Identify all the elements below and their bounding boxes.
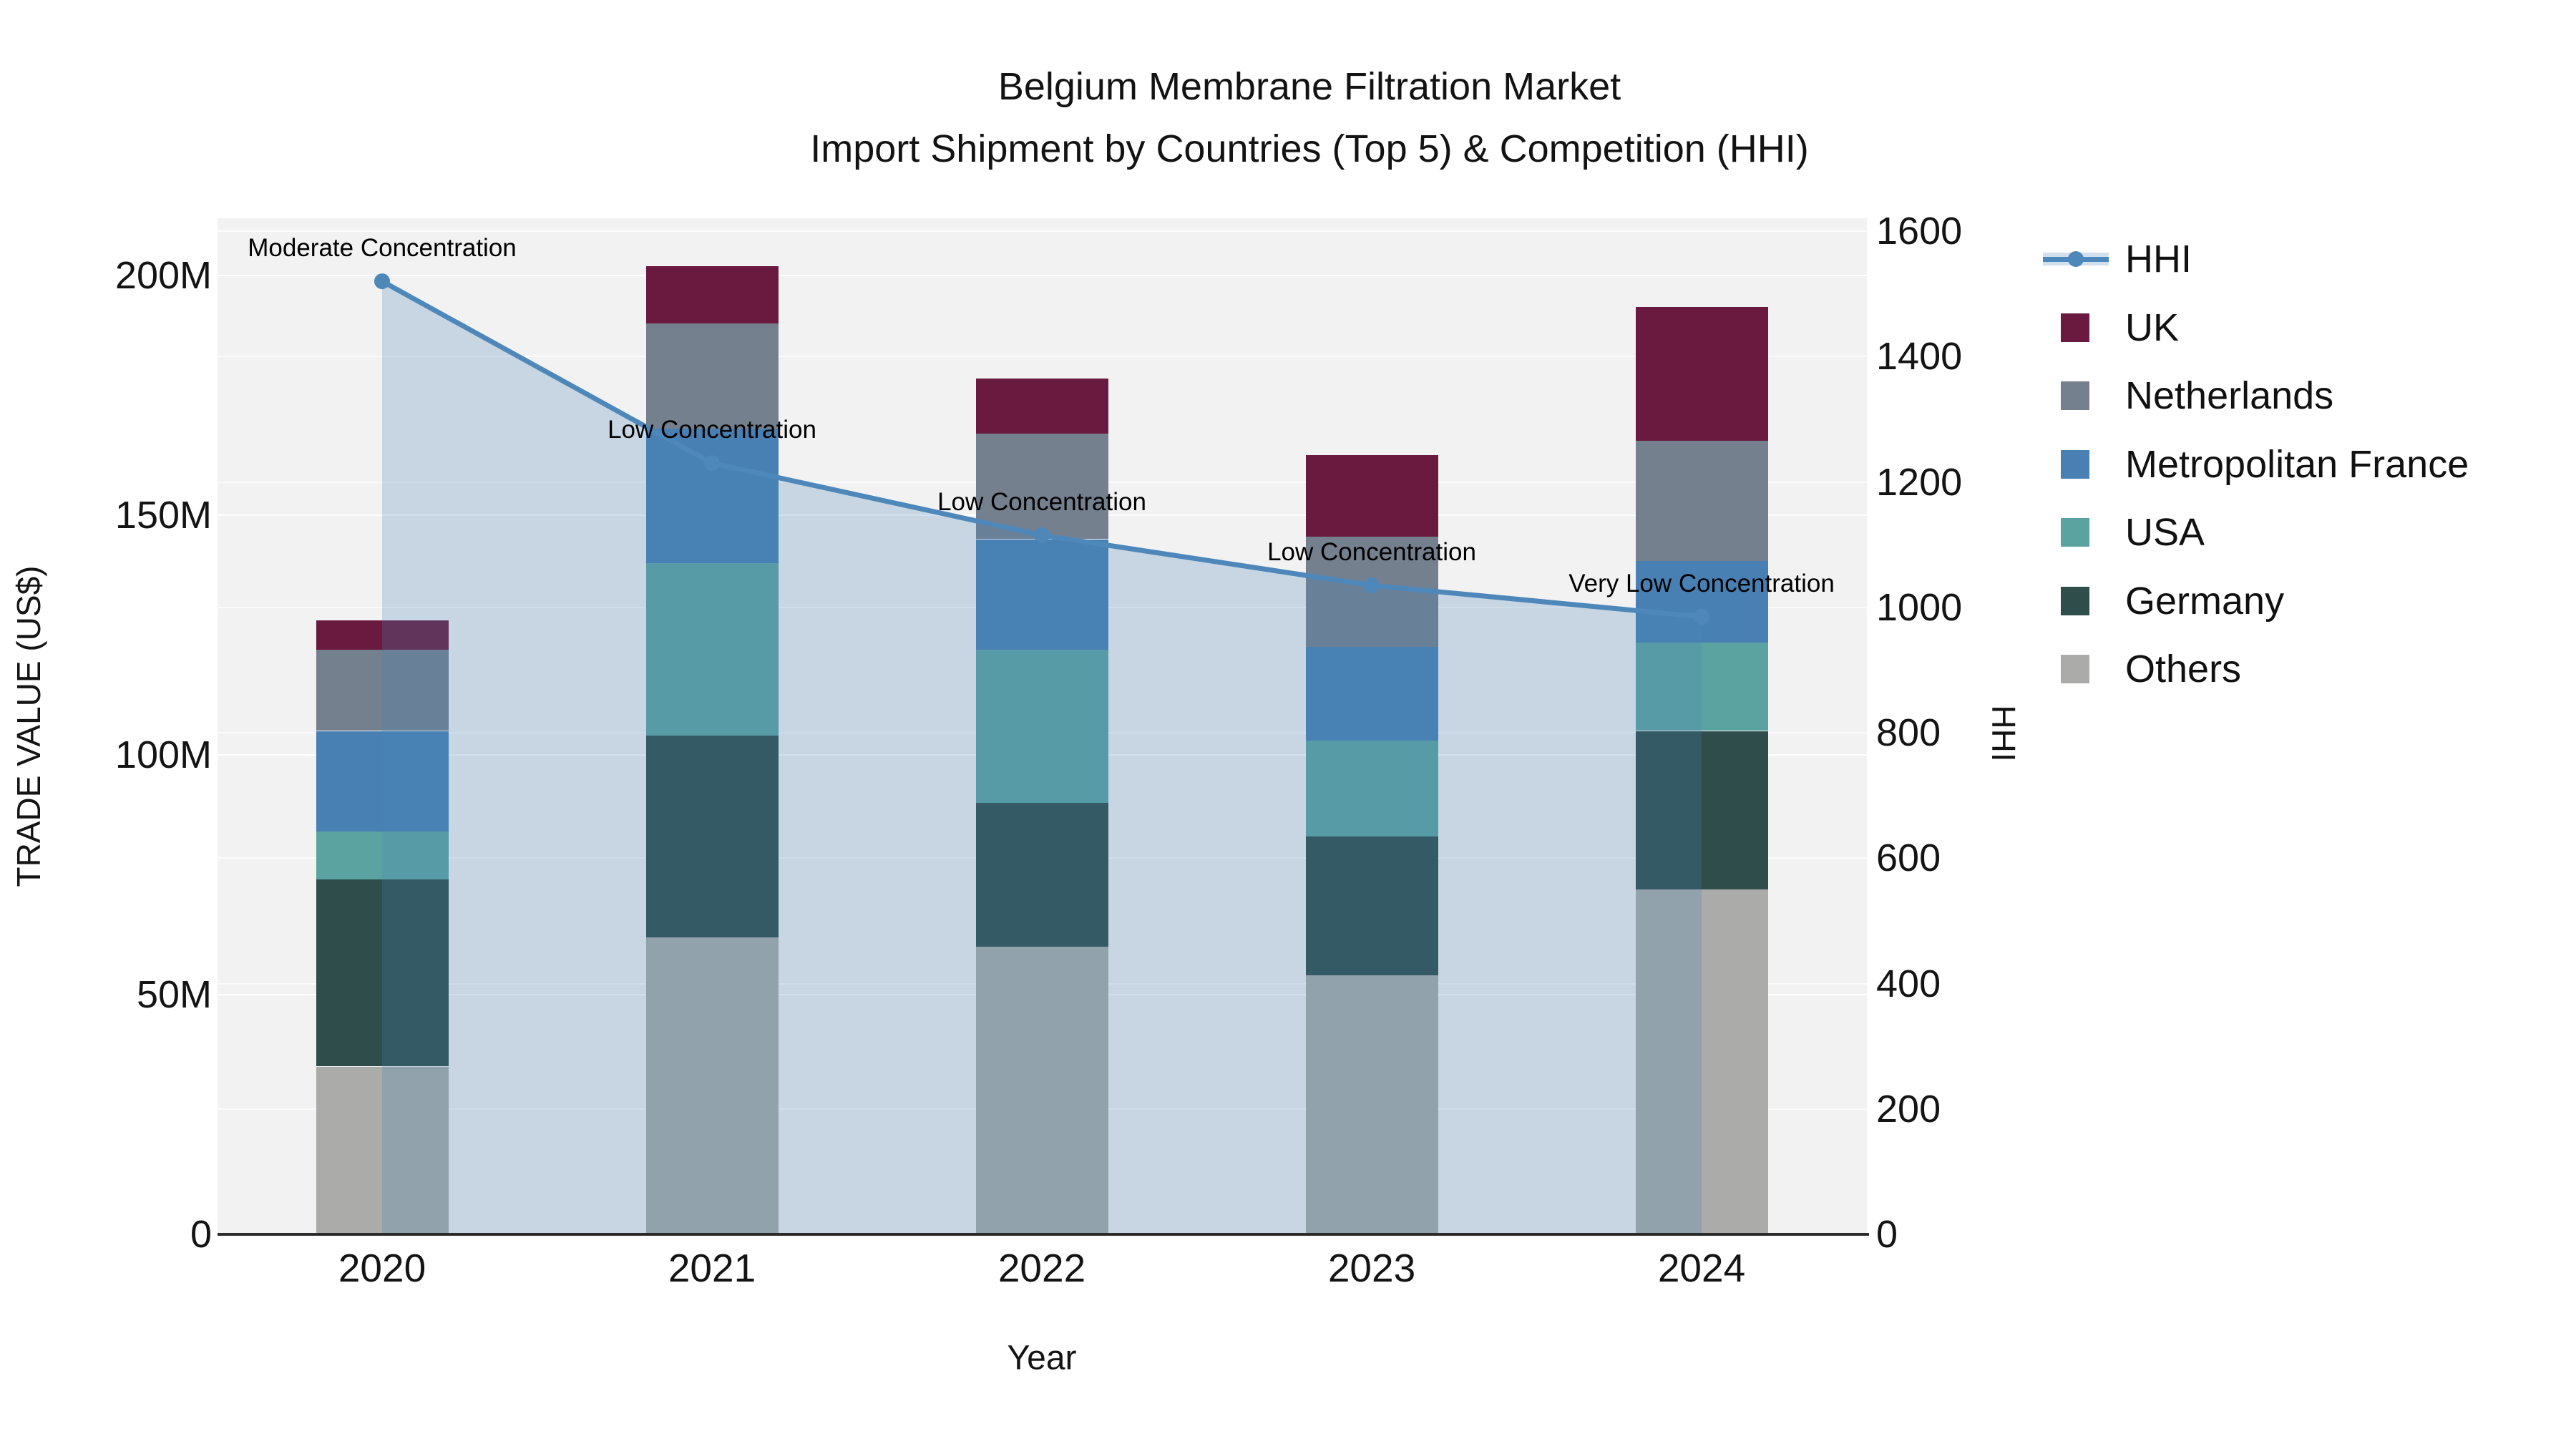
bar-segment-others-2020 — [316, 1066, 449, 1234]
bar-segment-usa-2020 — [316, 831, 449, 880]
germany-color-swatch — [2061, 586, 2089, 615]
netherlands-color-swatch — [2061, 381, 2089, 410]
y-tick-right-1600: 1600 — [1876, 210, 1963, 253]
bar-segment-usa-2022 — [975, 649, 1108, 803]
hhi-marker-icon — [2068, 251, 2084, 267]
y-tick-right-400: 400 — [1876, 962, 1941, 1005]
x-tick-2023: 2023 — [1327, 1246, 1416, 1290]
annotation-2022: Low Concentration — [937, 487, 1146, 516]
hhi-marker-2023 — [1364, 577, 1380, 594]
x-tick-2024: 2024 — [1657, 1246, 1746, 1290]
bar-segment-netherlands-2020 — [316, 649, 449, 731]
bar-segment-germany-2022 — [975, 803, 1108, 947]
bar-segment-usa-2021 — [645, 563, 779, 736]
annotation-2023: Low Concentration — [1267, 538, 1476, 567]
hhi-marker-2021 — [704, 455, 720, 472]
chart-title-line-1: Belgium Membrane Filtration Market — [997, 65, 1621, 108]
legend-label-others: Others — [2125, 648, 2242, 691]
annotation-2021: Low Concentration — [608, 416, 816, 444]
y-tick-right-1000: 1000 — [1876, 585, 1963, 629]
x-tick-2022: 2022 — [997, 1246, 1086, 1290]
y-tick-right-0: 0 — [1876, 1213, 1898, 1256]
annotation-2024: Very Low Concentration — [1568, 569, 1835, 597]
chart-title: Belgium Membrane Filtration Market Impor… — [0, 56, 2576, 181]
y-tick-right-600: 600 — [1876, 836, 1941, 880]
bar-segment-usa-2023 — [1305, 740, 1438, 836]
bar-segment-uk-2023 — [1305, 455, 1438, 537]
y-tick-left-150M: 150M — [114, 494, 212, 537]
bar-segment-usa-2024 — [1635, 642, 1768, 731]
bar-segment-metropolitan-france-2022 — [975, 539, 1108, 650]
bar-segment-germany-2024 — [1635, 731, 1768, 889]
gridline-trade-200m — [218, 275, 1867, 276]
x-tick-2020: 2020 — [338, 1246, 426, 1290]
y-tick-right-1200: 1200 — [1876, 460, 1963, 504]
annotation-2020: Moderate Concentration — [248, 234, 517, 263]
y-tick-right-200: 200 — [1876, 1087, 1941, 1131]
legend-label-hhi: HHI — [2125, 238, 2192, 280]
x-tick-2021: 2021 — [668, 1246, 756, 1290]
usa-color-swatch — [2061, 518, 2089, 547]
y-tick-right-1400: 1400 — [1876, 335, 1963, 379]
bar-segment-uk-2022 — [975, 379, 1108, 434]
bar-segment-germany-2020 — [316, 879, 449, 1067]
bar-segment-others-2022 — [975, 947, 1108, 1234]
legend-label-uk: UK — [2125, 306, 2180, 349]
bar-segment-germany-2021 — [645, 736, 779, 937]
bar-segment-germany-2023 — [1305, 836, 1438, 976]
bar-segment-netherlands-2024 — [1635, 441, 1768, 561]
bar-segment-netherlands-2021 — [645, 323, 779, 429]
bar-segment-uk-2021 — [645, 265, 779, 323]
bar-segment-metropolitan-france-2024 — [1635, 560, 1768, 643]
y-tick-left-50M: 50M — [136, 973, 212, 1016]
legend-label-netherlands: Netherlands — [2125, 374, 2334, 417]
hhi-marker-2024 — [1694, 608, 1709, 625]
bar-segment-uk-2020 — [316, 620, 449, 650]
uk-color-swatch — [2061, 313, 2089, 342]
x-axis-line — [218, 1233, 1869, 1236]
legend-label-metropolitan-france: Metropolitan France — [2125, 442, 2469, 486]
chart-title-line-2: Import Shipment by Countries (Top 5) & C… — [810, 127, 1809, 171]
y-tick-right-800: 800 — [1876, 711, 1941, 754]
gridline-hhi-1600 — [218, 230, 1867, 232]
bar-segment-others-2023 — [1305, 975, 1438, 1234]
others-color-swatch — [2061, 655, 2089, 683]
y-tick-left-100M: 100M — [114, 733, 212, 776]
y-tick-left-200M: 200M — [114, 254, 212, 297]
hhi-line-and-area — [374, 273, 1709, 1234]
bar-segment-netherlands-2022 — [975, 434, 1108, 540]
bar-segment-metropolitan-france-2023 — [1305, 647, 1438, 741]
y-axis-label-right: HHI — [1985, 705, 2022, 762]
legend-label-germany: Germany — [2125, 579, 2285, 623]
y-axis-label-left: TRADE VALUE (US$) — [10, 565, 47, 887]
metropolitan-france-color-swatch — [2061, 449, 2089, 479]
bar-segment-metropolitan-france-2020 — [316, 731, 449, 832]
hhi-marker-2022 — [1034, 527, 1050, 543]
gridline-hhi-1400 — [218, 356, 1867, 358]
bar-segment-metropolitan-france-2021 — [645, 429, 779, 563]
bar-segment-others-2021 — [645, 937, 779, 1234]
bar-segment-uk-2024 — [1635, 306, 1768, 441]
y-tick-left-0: 0 — [190, 1213, 212, 1256]
x-axis-label: Year — [1007, 1339, 1077, 1377]
bar-segment-others-2024 — [1635, 889, 1768, 1234]
legend-label-usa: USA — [2125, 511, 2205, 554]
hhi-marker-2020 — [374, 273, 390, 290]
hhi-area-fill — [382, 281, 1702, 1234]
